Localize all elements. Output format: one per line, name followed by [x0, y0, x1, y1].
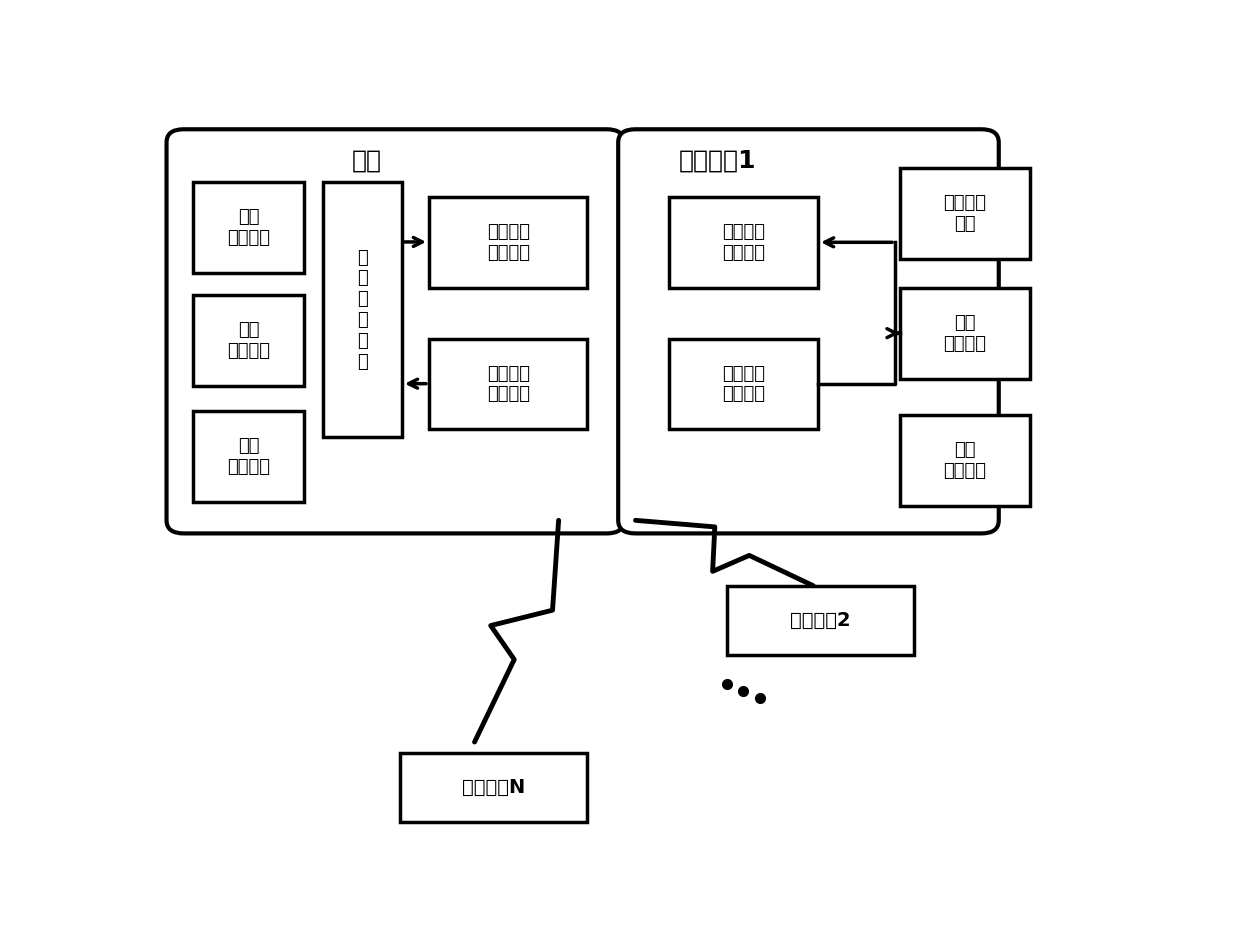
Text: 第二无线
接收单元: 第二无线 接收单元 [722, 364, 765, 403]
Bar [900, 168, 1029, 259]
Text: 数据
上传单元: 数据 上传单元 [227, 437, 270, 476]
Text: 无线终端2: 无线终端2 [790, 611, 851, 630]
Text: 无线终端1: 无线终端1 [678, 148, 756, 173]
Bar [193, 412, 304, 502]
Text: 第一无线
接收单元: 第一无线 接收单元 [486, 364, 529, 403]
Text: 分组
确认单元: 分组 确认单元 [944, 441, 986, 480]
Bar [429, 197, 588, 288]
Bar [900, 415, 1029, 506]
Bar [401, 753, 588, 822]
Text: 基站: 基站 [351, 148, 382, 173]
Text: 节能控制
单元: 节能控制 单元 [944, 194, 986, 232]
FancyBboxPatch shape [166, 129, 624, 533]
Text: 第二无线
发射单元: 第二无线 发射单元 [722, 223, 765, 261]
Bar [429, 339, 588, 430]
Bar [193, 182, 304, 273]
Bar [900, 288, 1029, 379]
FancyBboxPatch shape [619, 129, 998, 533]
Text: 第一无线
发射单元: 第一无线 发射单元 [486, 223, 529, 261]
Bar [670, 197, 818, 288]
Text: 指令
接收单元: 指令 接收单元 [227, 209, 270, 247]
Bar [670, 339, 818, 430]
Text: 无线终端N: 无线终端N [463, 778, 526, 797]
Text: 盘点
启停单元: 盘点 启停单元 [227, 321, 270, 360]
Bar [324, 182, 402, 437]
Bar [193, 295, 304, 386]
Text: 重发
判断单元: 重发 判断单元 [944, 313, 986, 352]
Text: 统
计
预
估
单
元: 统 计 预 估 单 元 [357, 248, 368, 371]
Bar [727, 585, 914, 655]
